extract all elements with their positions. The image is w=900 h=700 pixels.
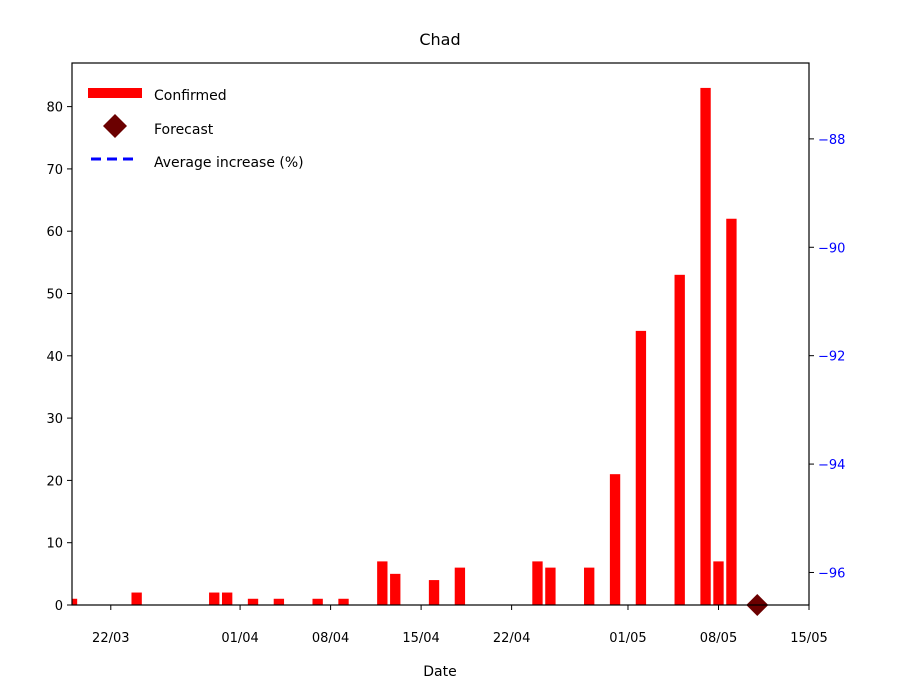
left-y-tick-label: 60: [46, 225, 63, 240]
left-y-axis: 0 10 20 30 40 50 60 70 80: [46, 101, 72, 614]
confirmed-bar: [273, 598, 285, 605]
legend-label-forecast: Forecast: [154, 122, 214, 138]
x-tick-label: 22/03: [92, 631, 129, 646]
legend-swatch-forecast: [103, 114, 127, 138]
right-y-tick-label: −96: [818, 566, 845, 581]
right-y-tick-label: −88: [818, 133, 845, 148]
left-y-tick-label: 40: [46, 350, 63, 365]
confirmed-bar: [131, 592, 142, 605]
x-tick-label: 15/04: [402, 631, 439, 646]
x-tick-label: 08/05: [700, 631, 737, 646]
right-y-tick-label: −90: [818, 241, 845, 256]
confirmed-bar: [390, 573, 401, 605]
chart-title: Chad: [419, 30, 460, 49]
confirmed-bar: [700, 87, 711, 605]
left-y-tick-label: 0: [55, 599, 63, 614]
confirmed-bars: [72, 87, 737, 605]
right-y-tick-label: −92: [818, 350, 845, 365]
confirmed-bar: [221, 592, 233, 605]
confirmed-bar: [674, 274, 685, 605]
x-axis: 22/03 01/04 08/04 15/04 22/04 01/05 08/05 15/05: [92, 605, 828, 646]
confirmed-bar: [635, 330, 647, 605]
left-y-tick-label: 20: [46, 474, 63, 489]
left-y-tick-label: 80: [46, 101, 63, 116]
x-tick-label: 01/04: [221, 631, 258, 646]
right-y-tick-label: −94: [818, 458, 845, 473]
legend-label-confirmed: Confirmed: [154, 88, 227, 104]
left-y-tick-label: 50: [46, 288, 63, 303]
plot-frame: [71, 62, 810, 606]
confirmed-bar: [584, 567, 595, 605]
legend: Confirmed Forecast Average increase (%): [88, 88, 304, 171]
x-axis-label: Date: [423, 664, 456, 680]
confirmed-bar: [338, 598, 349, 605]
x-tick-label: 01/05: [609, 631, 646, 646]
confirmed-bar: [454, 567, 466, 605]
confirmed-bar: [377, 561, 388, 605]
x-tick-label: 15/05: [790, 631, 827, 646]
confirmed-bar: [726, 218, 737, 605]
legend-label-average-increase: Average increase (%): [154, 155, 304, 171]
left-y-tick-label: 10: [46, 537, 63, 552]
confirmed-bar: [609, 474, 621, 605]
legend-swatch-confirmed: [88, 88, 142, 98]
left-y-tick-label: 30: [46, 412, 63, 427]
x-tick-label: 08/04: [312, 631, 349, 646]
left-y-tick-label: 70: [46, 163, 63, 178]
confirmed-bar: [545, 567, 556, 605]
confirmed-bar: [312, 598, 323, 605]
confirmed-bar: [72, 598, 78, 605]
confirmed-bar: [713, 561, 724, 605]
confirmed-bar: [532, 561, 543, 605]
confirmed-bar: [247, 598, 259, 605]
right-y-axis: −96 −94 −92 −90 −88: [809, 133, 845, 581]
x-tick-label: 22/04: [493, 631, 530, 646]
confirmed-bar: [428, 580, 440, 605]
confirmed-bar: [209, 592, 220, 605]
